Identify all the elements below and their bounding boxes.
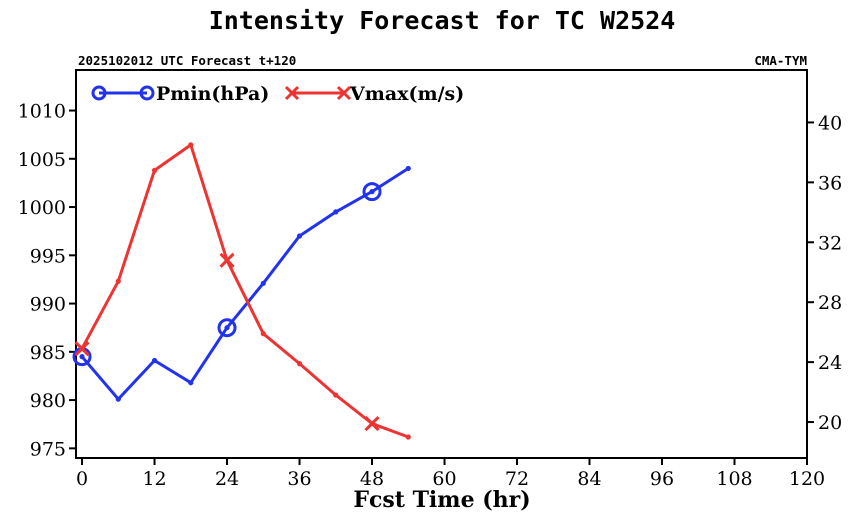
legend-marker-pmin-start (91, 85, 107, 101)
series-line-pmin (80, 167, 410, 401)
x-tick-label: 108 (716, 468, 752, 490)
y-right-tick-label: 28 (818, 292, 842, 314)
legend-marker-vmax-start (284, 85, 300, 101)
x-tick-label: 0 (76, 468, 88, 490)
data-point-vmax (151, 167, 158, 173)
x-tick-label: 120 (789, 468, 825, 490)
data-point-vmax (296, 361, 303, 367)
x-axis: 0 12 24 36 48 60 72 84 96 108 120 (76, 458, 825, 490)
y-left-tick-label: 990 (30, 294, 66, 316)
y-right-tick-label: 40 (818, 112, 842, 134)
marker-vmax (219, 252, 235, 268)
y-left-tick-label: 1000 (18, 197, 66, 219)
y-left-tick-label: 1005 (18, 149, 66, 171)
legend: Pmin(hPa) Vmax(m/s) (91, 83, 464, 105)
data-point-pmin (151, 357, 158, 364)
data-point-pmin (296, 233, 303, 239)
y-right-tick-label: 20 (818, 412, 842, 434)
data-point-pmin (333, 209, 339, 215)
data-point-pmin (224, 325, 230, 331)
data-point-pmin (369, 189, 375, 195)
x-tick-label: 24 (215, 468, 239, 490)
y-left-tick-label: 995 (30, 245, 66, 267)
legend-label-vmax: Vmax(m/s) (349, 83, 464, 105)
x-tick-label: 12 (142, 468, 166, 490)
data-point-vmax (333, 392, 339, 398)
legend-label-pmin: Pmin(hPa) (156, 83, 269, 105)
legend-marker-vmax-end (336, 85, 352, 101)
y-left-tick-label: 975 (30, 438, 66, 460)
chart-subtitle-left: 2025102012 UTC Forecast t+120 (78, 53, 296, 68)
legend-item-pmin: Pmin(hPa) (91, 83, 269, 105)
left-y-axis: 975 980 985 990 995 1000 1005 1010 (18, 101, 76, 460)
chart-title: Intensity Forecast for TC W2524 (209, 6, 676, 35)
data-point-vmax (405, 434, 411, 440)
legend-item-vmax: Vmax(m/s) (284, 83, 464, 105)
x-tick-label: 48 (360, 468, 384, 490)
x-tick-label: 84 (577, 468, 601, 490)
right-y-axis: 20 24 28 32 36 40 (807, 112, 842, 434)
plot-frame (75, 69, 808, 459)
legend-marker-pmin-end (139, 85, 155, 101)
data-point-pmin (260, 280, 266, 286)
data-point-vmax (260, 331, 266, 337)
x-tick-label: 60 (432, 468, 456, 490)
marker-vmax (364, 415, 380, 432)
y-left-tick-label: 1010 (18, 101, 66, 123)
data-point-pmin (115, 396, 121, 402)
marker-pmin (362, 182, 382, 202)
y-right-tick-label: 24 (818, 352, 842, 374)
data-point-pmin (188, 380, 194, 386)
series-layer (72, 142, 411, 440)
series-line-vmax (80, 143, 409, 439)
y-right-tick-label: 32 (818, 232, 842, 254)
data-point-vmax (115, 278, 121, 284)
y-left-tick-label: 980 (30, 390, 66, 412)
x-tick-label: 36 (287, 468, 311, 490)
data-point-vmax (188, 142, 194, 148)
marker-vmax (74, 341, 90, 357)
chart-subtitle-right: CMA-TYM (754, 53, 807, 68)
marker-pmin (217, 318, 237, 338)
y-right-tick-label: 36 (818, 172, 842, 194)
data-point-pmin (79, 354, 85, 360)
x-axis-label: Fcst Time (hr) (353, 487, 530, 513)
y-left-tick-label: 985 (30, 342, 66, 364)
data-point-pmin (405, 165, 411, 172)
x-tick-label: 96 (650, 468, 674, 490)
x-tick-label: 72 (505, 468, 529, 490)
